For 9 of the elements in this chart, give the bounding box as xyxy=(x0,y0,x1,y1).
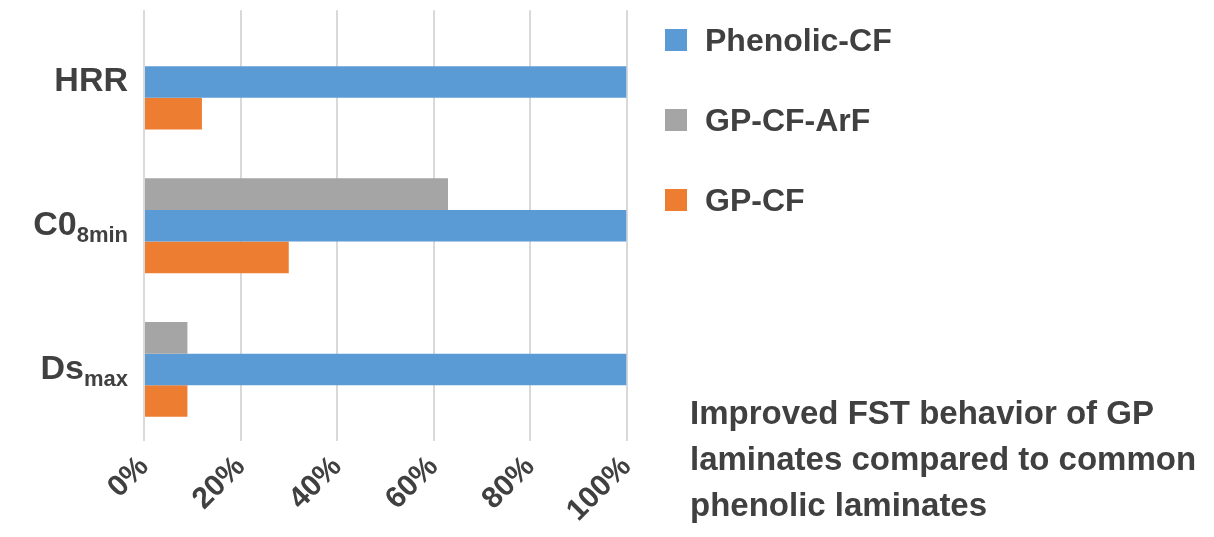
y-tick-label: HRR xyxy=(54,60,129,99)
x-tick-label: 80% xyxy=(474,448,541,515)
x-tick-label: 40% xyxy=(281,448,348,515)
x-tick-label: 0% xyxy=(100,448,155,503)
legend-label: Phenolic-CF xyxy=(705,21,892,59)
x-tick-label: 60% xyxy=(377,448,444,515)
legend-label: GP-CF xyxy=(705,181,805,219)
text: Improved FST behavior of GP laminates compared to common phenolic laminates xyxy=(690,393,1198,525)
legend-label: GP-CF-ArF xyxy=(705,101,871,139)
